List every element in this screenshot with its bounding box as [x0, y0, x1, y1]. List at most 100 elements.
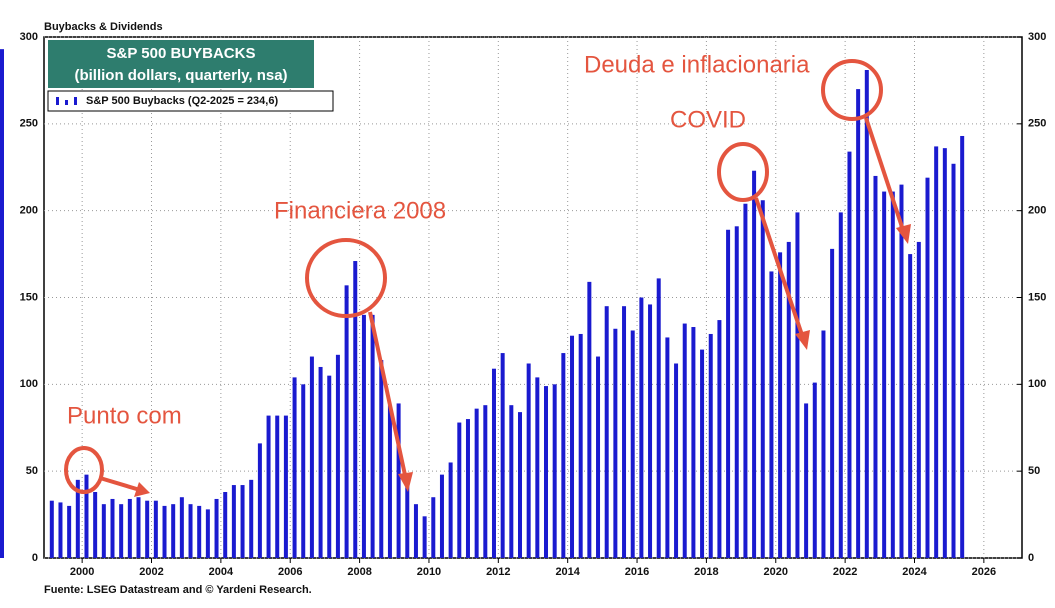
x-tick-label: 2014: [555, 566, 580, 578]
source: Fuente: LSEG Datastream and © Yardeni Re…: [44, 584, 312, 596]
bar: [439, 474, 444, 558]
y-tick-label: 0: [32, 552, 38, 564]
bar: [864, 69, 869, 558]
bar: [318, 366, 323, 558]
title-box: [48, 40, 314, 88]
legend-swatch-bar: [56, 97, 59, 105]
bar: [188, 504, 193, 558]
bar: [231, 485, 236, 558]
bar: [908, 254, 913, 559]
bar: [596, 356, 601, 558]
chart-header: Buybacks & Dividends: [44, 21, 163, 33]
bar: [578, 333, 583, 558]
bar: [639, 297, 644, 558]
y-tick-label: 200: [20, 205, 38, 217]
y-tick-label: 150: [20, 291, 38, 303]
legend-swatch-bar: [65, 100, 68, 105]
bar: [448, 462, 453, 558]
bar: [838, 212, 843, 559]
bar: [856, 89, 861, 558]
bar: [934, 146, 939, 558]
bar: [283, 415, 288, 558]
x-tick-label: 2022: [833, 566, 857, 578]
bar: [58, 502, 63, 558]
bar: [769, 271, 774, 558]
bar: [942, 148, 947, 558]
bar: [674, 363, 679, 558]
chart-subtitle: (billion dollars, quarterly, nsa): [74, 67, 287, 84]
y2-tick-label: 0: [1028, 552, 1034, 564]
bar: [413, 504, 418, 558]
annotation-shapes: [64, 59, 911, 497]
bar: [691, 327, 696, 558]
bar: [708, 333, 713, 558]
bar: [700, 349, 705, 558]
bar: [361, 314, 366, 558]
bar: [422, 516, 427, 558]
bar: [344, 285, 349, 558]
legend-label: S&P 500 Buybacks (Q2-2025 = 234,6): [86, 95, 278, 107]
bar: [656, 278, 661, 558]
bar: [67, 505, 72, 558]
bar: [899, 184, 904, 558]
bar: [604, 306, 609, 558]
bar: [535, 377, 540, 558]
bar: [153, 500, 158, 558]
bar: [760, 200, 765, 558]
x-tick-label: 2004: [209, 566, 234, 578]
bar: [127, 498, 132, 558]
legend-swatch-bar: [74, 97, 77, 105]
bar: [491, 368, 496, 558]
legend: [47, 90, 334, 112]
bar: [301, 384, 306, 558]
bar: [84, 474, 89, 558]
bar: [0, 150, 4, 558]
bar: [778, 252, 783, 558]
x-tick-label: 2006: [278, 566, 302, 578]
bar: [526, 363, 531, 558]
bar: [431, 497, 436, 558]
bar: [93, 492, 98, 558]
bar: [474, 408, 479, 558]
x-tick-label: 2010: [417, 566, 441, 578]
bar: [925, 177, 930, 559]
bar: [630, 330, 635, 558]
y2-tick-label: 200: [1028, 205, 1046, 217]
bar: [249, 479, 254, 558]
bar: [734, 226, 739, 558]
x-tick-label: 2020: [764, 566, 788, 578]
bar: [847, 151, 852, 558]
bar: [275, 415, 280, 558]
bar: [379, 360, 384, 558]
bar: [171, 504, 176, 558]
bar: [205, 509, 210, 558]
bar: [101, 504, 106, 558]
bar: [795, 212, 800, 559]
bar: [465, 419, 470, 558]
bar: [544, 386, 549, 558]
y2-tick-label: 250: [1028, 118, 1046, 130]
x-tick-label: 2024: [902, 566, 927, 578]
bar: [292, 377, 297, 558]
bar: [786, 241, 791, 558]
bar: [335, 354, 340, 558]
x-tick-label: 2026: [972, 566, 996, 578]
bar: [500, 353, 505, 558]
bar: [457, 422, 462, 558]
y-tick-label: 300: [20, 31, 38, 43]
y2-tick-label: 300: [1028, 31, 1046, 43]
bar: [622, 306, 627, 558]
annotation: COVID: [670, 106, 746, 133]
x-tick-label: 2000: [70, 566, 94, 578]
plot-area: 0 50 100 150 200 250 300 0 50 100 150 200 250 300 2000…: [0, 31, 1046, 578]
bar: [370, 314, 375, 558]
bar: [266, 415, 271, 558]
bar: [613, 328, 618, 558]
x-tick-label: 2008: [347, 566, 371, 578]
bar: [162, 505, 167, 558]
bar: [240, 485, 245, 558]
bar: [49, 500, 54, 558]
legend-swatch: [56, 97, 77, 105]
bar: [509, 405, 514, 558]
x-tick-label: 2002: [139, 566, 163, 578]
